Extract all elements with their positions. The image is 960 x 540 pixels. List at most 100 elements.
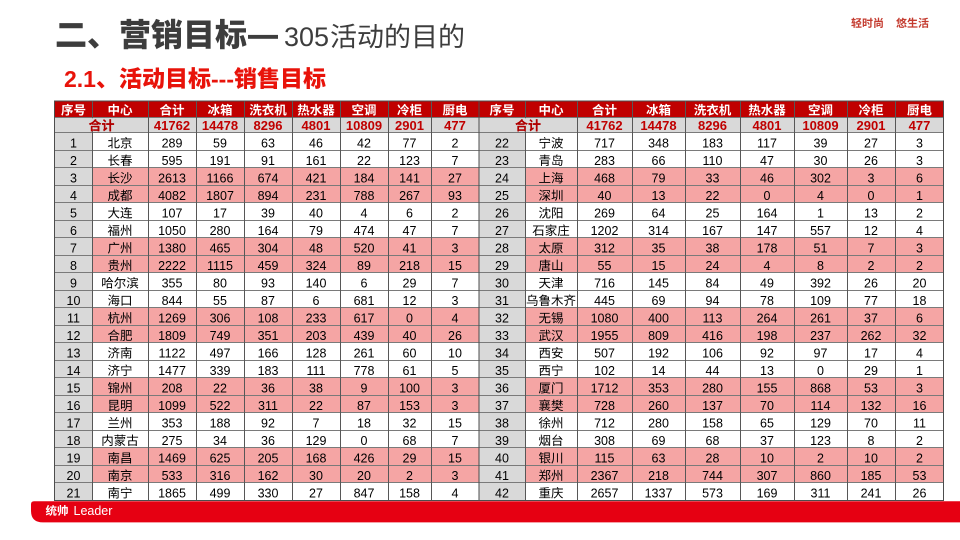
- svg-text:26: 26: [495, 207, 509, 221]
- svg-text:41762: 41762: [586, 118, 622, 133]
- svg-text:2901: 2901: [395, 118, 424, 133]
- svg-text:66: 66: [652, 154, 666, 168]
- svg-text:218: 218: [399, 259, 420, 273]
- svg-text:809: 809: [648, 329, 669, 343]
- svg-text:111: 111: [306, 364, 325, 378]
- svg-text:59: 59: [213, 137, 227, 151]
- svg-text:3: 3: [452, 242, 459, 256]
- svg-text:3: 3: [916, 137, 923, 151]
- svg-text:188: 188: [210, 417, 231, 431]
- svg-text:304: 304: [258, 242, 279, 256]
- svg-text:1865: 1865: [158, 487, 186, 501]
- svg-text:2: 2: [868, 259, 875, 273]
- svg-text:13: 13: [864, 207, 878, 221]
- svg-text:2901: 2901: [857, 118, 886, 133]
- svg-text:1080: 1080: [591, 312, 619, 326]
- svg-text:26: 26: [913, 487, 927, 501]
- svg-text:24: 24: [706, 259, 720, 273]
- svg-text:520: 520: [354, 242, 375, 256]
- svg-text:280: 280: [702, 382, 723, 396]
- svg-text:2657: 2657: [591, 487, 619, 501]
- svg-text:3: 3: [916, 242, 923, 256]
- svg-text:330: 330: [258, 487, 279, 501]
- svg-text:27: 27: [309, 487, 323, 501]
- svg-text:314: 314: [648, 224, 669, 238]
- svg-text:41: 41: [495, 469, 509, 483]
- svg-text:40: 40: [403, 329, 417, 343]
- svg-text:459: 459: [258, 259, 279, 273]
- svg-text:0: 0: [361, 434, 368, 448]
- svg-text:35: 35: [652, 242, 666, 256]
- svg-text:625: 625: [210, 452, 231, 466]
- svg-text:49: 49: [760, 277, 774, 291]
- svg-text:10: 10: [448, 347, 462, 361]
- svg-text:3: 3: [916, 382, 923, 396]
- svg-text:68: 68: [403, 434, 417, 448]
- svg-text:1099: 1099: [158, 399, 186, 413]
- svg-text:744: 744: [702, 469, 723, 483]
- svg-text:392: 392: [810, 277, 831, 291]
- svg-text:2: 2: [916, 207, 923, 221]
- svg-text:137: 137: [702, 399, 723, 413]
- svg-text:21: 21: [67, 487, 81, 501]
- svg-text:860: 860: [810, 469, 831, 483]
- svg-text:93: 93: [261, 277, 275, 291]
- svg-text:2.1: 2.1: [64, 66, 96, 92]
- svg-text:114: 114: [811, 399, 831, 413]
- svg-text:712: 712: [594, 417, 615, 431]
- svg-text:231: 231: [306, 189, 327, 203]
- svg-text:16: 16: [67, 399, 81, 413]
- svg-text:439: 439: [354, 329, 375, 343]
- svg-text:16: 16: [913, 399, 927, 413]
- svg-text:37: 37: [495, 399, 509, 413]
- svg-text:13: 13: [67, 347, 81, 361]
- svg-text:1: 1: [817, 207, 824, 221]
- svg-text:17: 17: [213, 207, 227, 221]
- svg-text:8: 8: [817, 259, 824, 273]
- svg-text:39: 39: [814, 137, 828, 151]
- svg-text:30: 30: [309, 469, 323, 483]
- svg-text:15: 15: [67, 382, 81, 396]
- svg-text:38: 38: [495, 417, 509, 431]
- svg-text:311: 311: [258, 399, 278, 413]
- svg-text:4: 4: [452, 312, 459, 326]
- svg-text:28: 28: [495, 242, 509, 256]
- svg-text:40: 40: [495, 452, 509, 466]
- svg-text:63: 63: [652, 452, 666, 466]
- svg-text:13: 13: [652, 189, 666, 203]
- svg-text:421: 421: [306, 172, 327, 186]
- svg-text:78: 78: [760, 294, 774, 308]
- svg-text:7: 7: [313, 417, 320, 431]
- svg-text:474: 474: [354, 224, 375, 238]
- svg-text:20: 20: [67, 469, 81, 483]
- svg-text:3: 3: [70, 172, 77, 186]
- svg-text:68: 68: [706, 434, 720, 448]
- svg-text:129: 129: [810, 417, 831, 431]
- svg-text:164: 164: [258, 224, 279, 238]
- svg-text:844: 844: [162, 294, 183, 308]
- svg-text:22: 22: [309, 399, 323, 413]
- svg-text:6: 6: [70, 224, 77, 238]
- svg-text:305: 305: [284, 22, 329, 52]
- svg-text:9: 9: [361, 382, 368, 396]
- svg-text:178: 178: [757, 242, 778, 256]
- svg-text:164: 164: [757, 207, 778, 221]
- svg-text:2: 2: [406, 469, 413, 483]
- svg-text:2: 2: [70, 154, 77, 168]
- svg-text:123: 123: [399, 154, 420, 168]
- svg-text:29: 29: [403, 277, 417, 291]
- svg-text:269: 269: [594, 207, 615, 221]
- svg-text:14478: 14478: [640, 118, 676, 133]
- svg-text:166: 166: [258, 347, 279, 361]
- svg-text:4801: 4801: [753, 118, 782, 133]
- svg-text:169: 169: [757, 487, 778, 501]
- svg-text:324: 324: [306, 259, 327, 273]
- svg-text:4: 4: [361, 207, 368, 221]
- svg-text:2: 2: [916, 452, 923, 466]
- svg-text:29: 29: [864, 364, 878, 378]
- svg-text:205: 205: [258, 452, 279, 466]
- svg-text:11: 11: [67, 312, 80, 326]
- svg-text:445: 445: [594, 294, 615, 308]
- svg-text:595: 595: [162, 154, 183, 168]
- svg-text:41: 41: [403, 242, 417, 256]
